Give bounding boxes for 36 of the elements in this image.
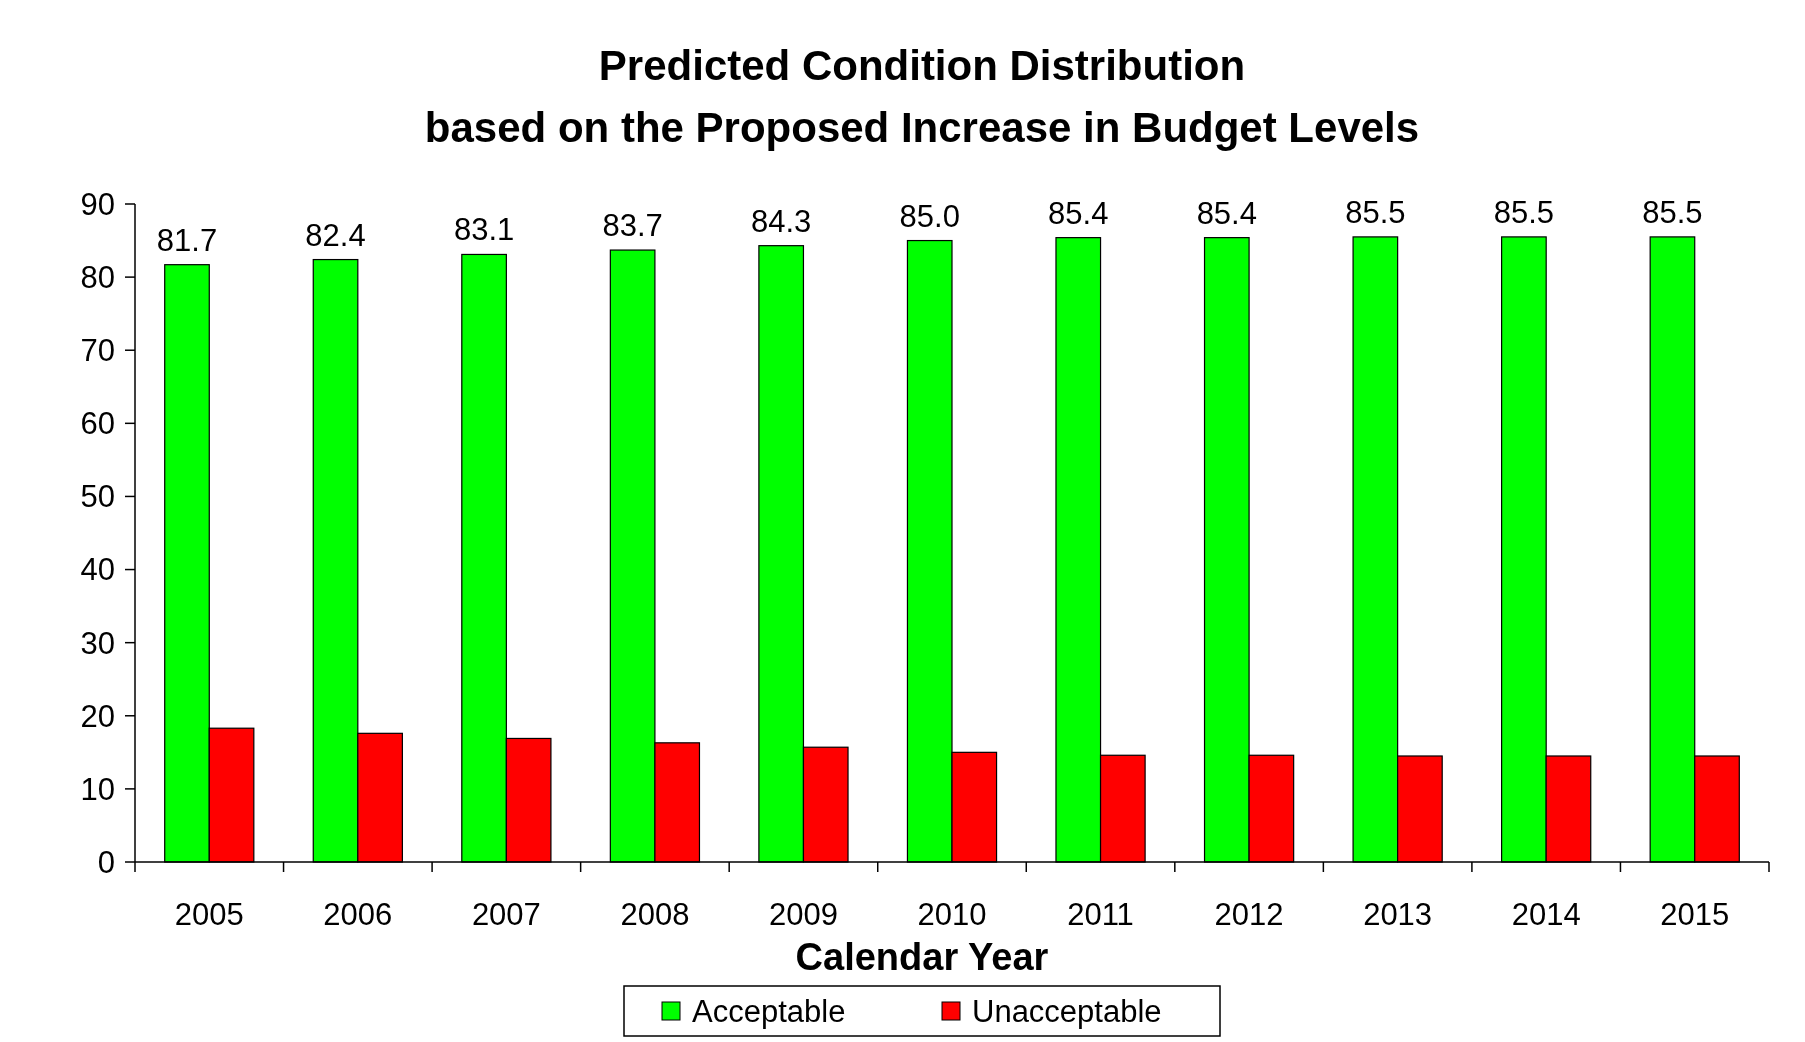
y-tick-label: 0 bbox=[97, 844, 115, 880]
data-label: 85.4 bbox=[1048, 195, 1109, 231]
data-label: 84.3 bbox=[751, 203, 812, 239]
x-tick-label: 2014 bbox=[1511, 897, 1581, 932]
y-tick-label: 20 bbox=[80, 698, 115, 734]
x-tick-label: 2005 bbox=[174, 897, 244, 932]
y-tick-label: 50 bbox=[80, 479, 115, 515]
data-label: 85.0 bbox=[899, 198, 960, 234]
y-tick-label: 40 bbox=[80, 552, 115, 588]
x-tick-label: 2013 bbox=[1363, 897, 1433, 932]
y-tick-label: 90 bbox=[80, 186, 115, 222]
x-tick-label: 2015 bbox=[1660, 897, 1730, 932]
data-label: 85.4 bbox=[1196, 195, 1257, 231]
data-label: 85.5 bbox=[1345, 194, 1406, 230]
y-tick-label: 30 bbox=[80, 625, 115, 661]
data-label: 82.4 bbox=[305, 217, 366, 253]
x-tick-label: 2010 bbox=[917, 897, 987, 932]
chart-title: Predicted Condition Distribution based on the Proposed Increase in Budget Levels bbox=[424, 42, 1420, 151]
data-label: 83.1 bbox=[453, 212, 515, 248]
x-tick-label: 2008 bbox=[620, 897, 690, 932]
x-tick-label: 2006 bbox=[323, 897, 393, 932]
x-tick-label: 2011 bbox=[1067, 897, 1134, 932]
x-tick-label: 2007 bbox=[471, 897, 541, 932]
data-label: 85.5 bbox=[1493, 194, 1555, 230]
x-axis-title: Calendar Year bbox=[795, 936, 1049, 978]
y-tick-label: 80 bbox=[80, 259, 115, 295]
y-tick-label: 60 bbox=[80, 406, 115, 442]
y-tick-label: 70 bbox=[80, 333, 115, 369]
legend-label: Unacceptable bbox=[972, 993, 1162, 1029]
data-label: 81.7 bbox=[156, 222, 218, 258]
data-label: 83.7 bbox=[602, 208, 663, 244]
data-label: 85.5 bbox=[1642, 194, 1703, 230]
legend-label: Acceptable bbox=[692, 993, 846, 1029]
y-tick-label: 10 bbox=[80, 771, 115, 807]
x-tick-label: 2009 bbox=[768, 897, 838, 932]
x-tick-label: 2012 bbox=[1214, 897, 1284, 932]
